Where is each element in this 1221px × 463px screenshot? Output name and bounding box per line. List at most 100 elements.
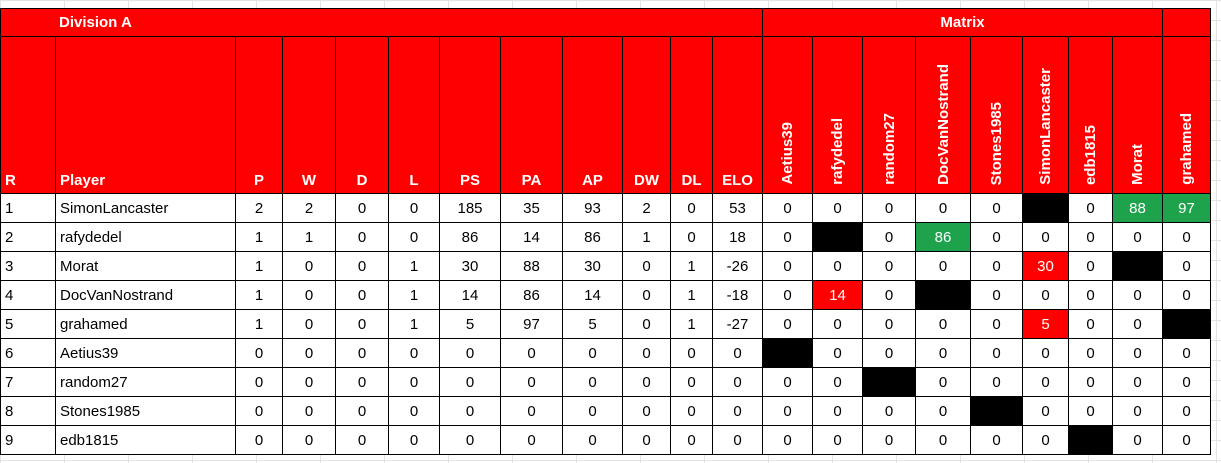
matrix-cell: 0 <box>1112 367 1163 397</box>
matrix-cell: 0 <box>1068 193 1113 223</box>
matrix-cell: 0 <box>970 280 1023 310</box>
matrix-cell: 0 <box>762 367 813 397</box>
player-row: 6 Aetius39 0 0 0 0 0 0 0 0 0 0 0 0 0 0 0 0 0 0 <box>0 338 1211 368</box>
matrix-cell: 0 <box>862 222 916 252</box>
rank: 3 <box>0 251 56 281</box>
column-header: DW <box>622 36 671 194</box>
matrix-cell: 0 <box>1112 338 1163 368</box>
matrix-cell: 0 <box>812 425 863 455</box>
matrix-cell: 0 <box>915 367 971 397</box>
matrix-cell: 0 <box>762 251 813 281</box>
matrix-cell: 0 <box>1112 425 1163 455</box>
stat-cell: -26 <box>712 251 763 281</box>
stat-cell: 0 <box>562 396 623 426</box>
matrix-cell: 0 <box>1068 396 1113 426</box>
stat-cell: 1 <box>235 251 283 281</box>
rank: 2 <box>0 222 56 252</box>
matrix-cell: 0 <box>1022 367 1069 397</box>
matrix-cell: 0 <box>1068 222 1113 252</box>
stat-cell: 35 <box>500 193 563 223</box>
matrix-header: Morat <box>1112 36 1163 194</box>
stat-cell: 0 <box>500 425 563 455</box>
stat-cell: -18 <box>712 280 763 310</box>
player-name: DocVanNostrand <box>55 280 236 310</box>
column-header: Player <box>55 36 236 194</box>
matrix-header-label: random27 <box>880 113 898 185</box>
rank: 7 <box>0 367 56 397</box>
stat-cell: 86 <box>562 222 623 252</box>
stat-cell: 0 <box>235 425 283 455</box>
self-cell <box>915 280 971 310</box>
matrix-cell: 0 <box>1068 251 1113 281</box>
stat-cell: 0 <box>562 425 623 455</box>
matrix-cell: 0 <box>1162 396 1211 426</box>
stat-cell: 30 <box>562 251 623 281</box>
matrix-cell: 86 <box>915 222 971 252</box>
matrix-header: Aetius39 <box>762 36 813 194</box>
stat-cell: 0 <box>562 338 623 368</box>
stat-cell: 1 <box>388 309 440 339</box>
stat-cell: 0 <box>670 367 713 397</box>
self-cell <box>1068 425 1113 455</box>
matrix-header-label: Aetius39 <box>779 122 796 185</box>
stat-cell: 0 <box>500 338 563 368</box>
player-name: edb1815 <box>55 425 236 455</box>
matrix-cell: 0 <box>1068 367 1113 397</box>
matrix-cell: 0 <box>1068 338 1113 368</box>
header-row: R Player P W D L PS PA AP DW DL ELO Aetius39 rafydede… <box>0 36 1211 194</box>
matrix-cell: 0 <box>1022 280 1069 310</box>
stat-cell: 0 <box>622 309 671 339</box>
stat-cell: 0 <box>235 338 283 368</box>
stat-cell: 0 <box>282 338 336 368</box>
stat-cell: 0 <box>562 367 623 397</box>
matrix-cell: 0 <box>862 251 916 281</box>
stat-cell: 0 <box>712 338 763 368</box>
stat-cell: 1 <box>235 222 283 252</box>
stat-cell: 1 <box>235 309 283 339</box>
matrix-cell: 0 <box>1022 425 1069 455</box>
matrix-cell: 0 <box>1162 338 1211 368</box>
stat-cell: 0 <box>622 396 671 426</box>
matrix-cell: 0 <box>970 251 1023 281</box>
matrix-cell: 0 <box>915 309 971 339</box>
player-row: 3 Morat 1 0 0 1 30 88 30 0 1 -26 0 0 0 0 0 30 0 0 <box>0 251 1211 281</box>
stat-cell: 14 <box>439 280 501 310</box>
matrix-header-label: SimonLancaster <box>1037 68 1054 185</box>
player-row: 1 SimonLancaster 2 2 0 0 185 35 93 2 0 53 0 0 0 0 0 0 88 97 <box>0 193 1211 223</box>
stat-cell: 0 <box>335 309 389 339</box>
self-cell <box>1022 193 1069 223</box>
stat-cell: 0 <box>388 338 440 368</box>
stat-cell: 0 <box>500 367 563 397</box>
stat-cell: 88 <box>500 251 563 281</box>
matrix-cell: 88 <box>1112 193 1163 223</box>
matrix-cell: 0 <box>862 193 916 223</box>
matrix-cell: 0 <box>812 193 863 223</box>
matrix-header: edb1815 <box>1068 36 1113 194</box>
matrix-header: DocVanNostrand <box>915 36 971 194</box>
stat-cell: 0 <box>439 338 501 368</box>
matrix-cell: 0 <box>1162 367 1211 397</box>
stat-cell: 0 <box>282 396 336 426</box>
player-row: 8 Stones1985 0 0 0 0 0 0 0 0 0 0 0 0 0 0 0 0 0 0 <box>0 396 1211 426</box>
matrix-cell: 0 <box>970 425 1023 455</box>
stat-cell: 0 <box>282 251 336 281</box>
stat-cell: 0 <box>235 367 283 397</box>
stat-cell: 1 <box>670 251 713 281</box>
matrix-cell: 0 <box>862 309 916 339</box>
division-title: Division A <box>0 8 763 37</box>
matrix-cell: 0 <box>862 280 916 310</box>
matrix-cell: 0 <box>812 396 863 426</box>
self-cell <box>812 222 863 252</box>
player-name: Stones1985 <box>55 396 236 426</box>
player-row: 4 DocVanNostrand 1 0 0 1 14 86 14 0 1 -18 0 14 0 0 0 0 0 0 <box>0 280 1211 310</box>
matrix-cell: 0 <box>812 309 863 339</box>
matrix-header: grahamed <box>1162 36 1211 194</box>
stat-cell: 1 <box>670 309 713 339</box>
player-name: SimonLancaster <box>55 193 236 223</box>
stat-cell: 0 <box>388 367 440 397</box>
self-cell <box>1112 251 1163 281</box>
stat-cell: 93 <box>562 193 623 223</box>
stat-cell: 0 <box>670 425 713 455</box>
stat-cell: 18 <box>712 222 763 252</box>
matrix-cell: 0 <box>1112 222 1163 252</box>
